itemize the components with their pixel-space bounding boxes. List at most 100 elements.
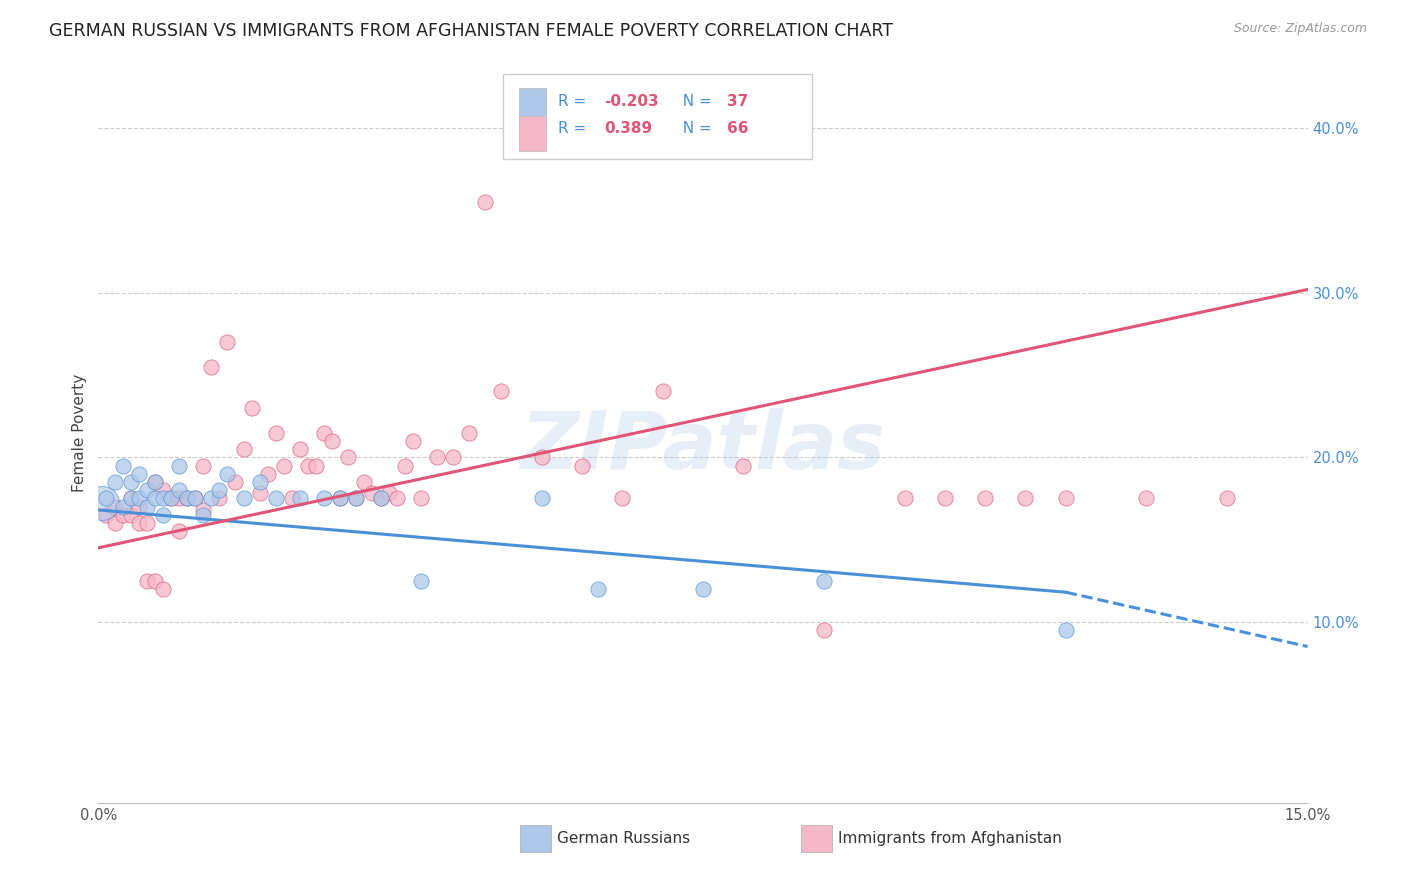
Text: -0.203: -0.203 — [603, 94, 658, 109]
Point — [128, 491, 150, 506]
Point — [167, 483, 190, 498]
Point — [111, 500, 134, 514]
Point — [297, 458, 319, 473]
Point — [813, 574, 835, 588]
Text: Source: ZipAtlas.com: Source: ZipAtlas.com — [1233, 22, 1367, 36]
Point — [208, 483, 231, 498]
Point — [217, 335, 239, 350]
Point — [361, 486, 384, 500]
Point — [1054, 491, 1077, 506]
Point — [135, 516, 157, 530]
Text: R =: R = — [558, 121, 596, 136]
Text: 66: 66 — [727, 121, 748, 136]
Point — [120, 508, 142, 522]
Point — [530, 491, 553, 506]
FancyBboxPatch shape — [519, 116, 546, 152]
Point — [152, 582, 174, 596]
Point — [321, 434, 343, 448]
Point — [344, 491, 367, 506]
Point — [692, 582, 714, 596]
Point — [370, 491, 392, 506]
Point — [103, 516, 125, 530]
Point — [143, 574, 166, 588]
Point — [176, 491, 198, 506]
Point — [224, 475, 246, 489]
Point — [264, 425, 287, 440]
Point — [120, 475, 142, 489]
Text: GERMAN RUSSIAN VS IMMIGRANTS FROM AFGHANISTAN FEMALE POVERTY CORRELATION CHART: GERMAN RUSSIAN VS IMMIGRANTS FROM AFGHAN… — [49, 22, 893, 40]
Point — [152, 508, 174, 522]
Text: N =: N = — [673, 121, 717, 136]
Point — [314, 491, 336, 506]
Point — [409, 491, 432, 506]
Point — [458, 425, 481, 440]
Point — [281, 491, 304, 506]
Point — [160, 491, 183, 506]
Point — [344, 491, 367, 506]
Point — [370, 491, 392, 506]
Point — [143, 491, 166, 506]
Point — [474, 195, 496, 210]
Point — [409, 574, 432, 588]
Point — [240, 401, 263, 415]
Point — [143, 475, 166, 489]
Text: Immigrants from Afghanistan: Immigrants from Afghanistan — [838, 831, 1062, 846]
Point — [530, 450, 553, 465]
FancyBboxPatch shape — [519, 88, 546, 124]
Point — [441, 450, 464, 465]
Point — [128, 516, 150, 530]
Point — [193, 503, 215, 517]
Point — [288, 491, 311, 506]
Point — [426, 450, 449, 465]
Point — [152, 483, 174, 498]
Point — [176, 491, 198, 506]
Text: German Russians: German Russians — [557, 831, 690, 846]
Point — [974, 491, 997, 506]
Point — [167, 524, 190, 539]
Point — [120, 491, 142, 506]
Point — [167, 491, 190, 506]
Point — [120, 491, 142, 506]
Point — [612, 491, 634, 506]
Point — [217, 467, 239, 481]
Point — [91, 496, 114, 510]
Point — [385, 491, 408, 506]
FancyBboxPatch shape — [503, 73, 811, 159]
Point — [103, 475, 125, 489]
Point — [249, 475, 271, 489]
Point — [135, 483, 157, 498]
Point — [353, 475, 375, 489]
Point — [232, 442, 254, 456]
Point — [394, 458, 416, 473]
Point — [128, 467, 150, 481]
Point — [96, 491, 118, 506]
Text: N =: N = — [673, 94, 717, 109]
Point — [96, 508, 118, 522]
Point — [288, 442, 311, 456]
Point — [256, 467, 278, 481]
Point — [893, 491, 915, 506]
Point — [193, 458, 215, 473]
Text: R =: R = — [558, 94, 591, 109]
Point — [160, 491, 183, 506]
Point — [200, 359, 222, 374]
Point — [1014, 491, 1036, 506]
Point — [1216, 491, 1239, 506]
Point — [111, 458, 134, 473]
Point — [167, 458, 190, 473]
Point — [135, 500, 157, 514]
Point — [111, 508, 134, 522]
Point — [264, 491, 287, 506]
Point — [314, 425, 336, 440]
Point — [273, 458, 295, 473]
Point — [586, 582, 609, 596]
Point — [103, 500, 125, 514]
Point — [1135, 491, 1157, 506]
Point — [249, 486, 271, 500]
Text: 0.389: 0.389 — [603, 121, 652, 136]
Point — [329, 491, 352, 506]
Point — [1054, 623, 1077, 637]
Point — [402, 434, 425, 448]
Point — [329, 491, 352, 506]
Point — [337, 450, 360, 465]
